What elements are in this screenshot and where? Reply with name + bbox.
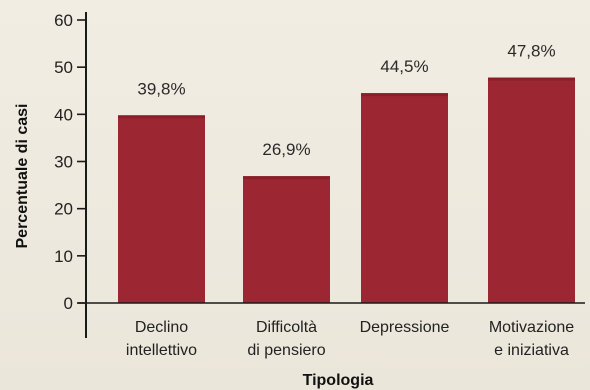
labels: 39,8% Declino intellettivo 26,9% Difficoltà d…: [126, 42, 574, 359]
bar-rect: [118, 115, 205, 303]
y-tick-label: 0: [64, 294, 73, 313]
y-tick-label: 40: [54, 105, 73, 124]
y-tick-label: 20: [54, 200, 73, 219]
y-tick-label: 30: [54, 153, 73, 172]
y-tick-label: 60: [54, 11, 73, 30]
bar-top-edge: [361, 93, 448, 97]
y-axis-title: Percentuale di casi: [14, 104, 31, 249]
bar-top-edge: [488, 77, 575, 81]
category-label: Declino: [135, 319, 188, 336]
bar-value-label: 44,5%: [380, 57, 428, 76]
bar-rect: [243, 176, 330, 303]
x-axis-title: Tipologia: [303, 372, 374, 389]
category-label: e iniziativa: [494, 342, 569, 359]
axes: 0 10 20 30 40 50 60 Percentuale di casi Tipologi…: [14, 11, 585, 389]
bar-rect: [361, 93, 448, 303]
bar-1: [118, 115, 205, 303]
bar-rect: [488, 77, 575, 303]
y-tick-label: 50: [54, 58, 73, 77]
bars: [118, 77, 575, 303]
bar-3: [361, 93, 448, 303]
category-label: Motivazione: [489, 319, 574, 336]
bar-value-label: 39,8%: [137, 79, 185, 98]
category-label: Difficoltà: [256, 319, 317, 336]
bar-value-label: 26,9%: [262, 140, 310, 159]
category-label: di pensiero: [247, 342, 325, 359]
category-label: intellettivo: [126, 342, 197, 359]
bar-2: [243, 176, 330, 303]
bar-value-label: 47,8%: [507, 42, 555, 61]
bar-top-edge: [243, 176, 330, 180]
y-tick-label: 10: [54, 247, 73, 266]
bar-4: [488, 77, 575, 303]
category-label: Depressione: [360, 319, 450, 336]
bar-top-edge: [118, 115, 205, 119]
